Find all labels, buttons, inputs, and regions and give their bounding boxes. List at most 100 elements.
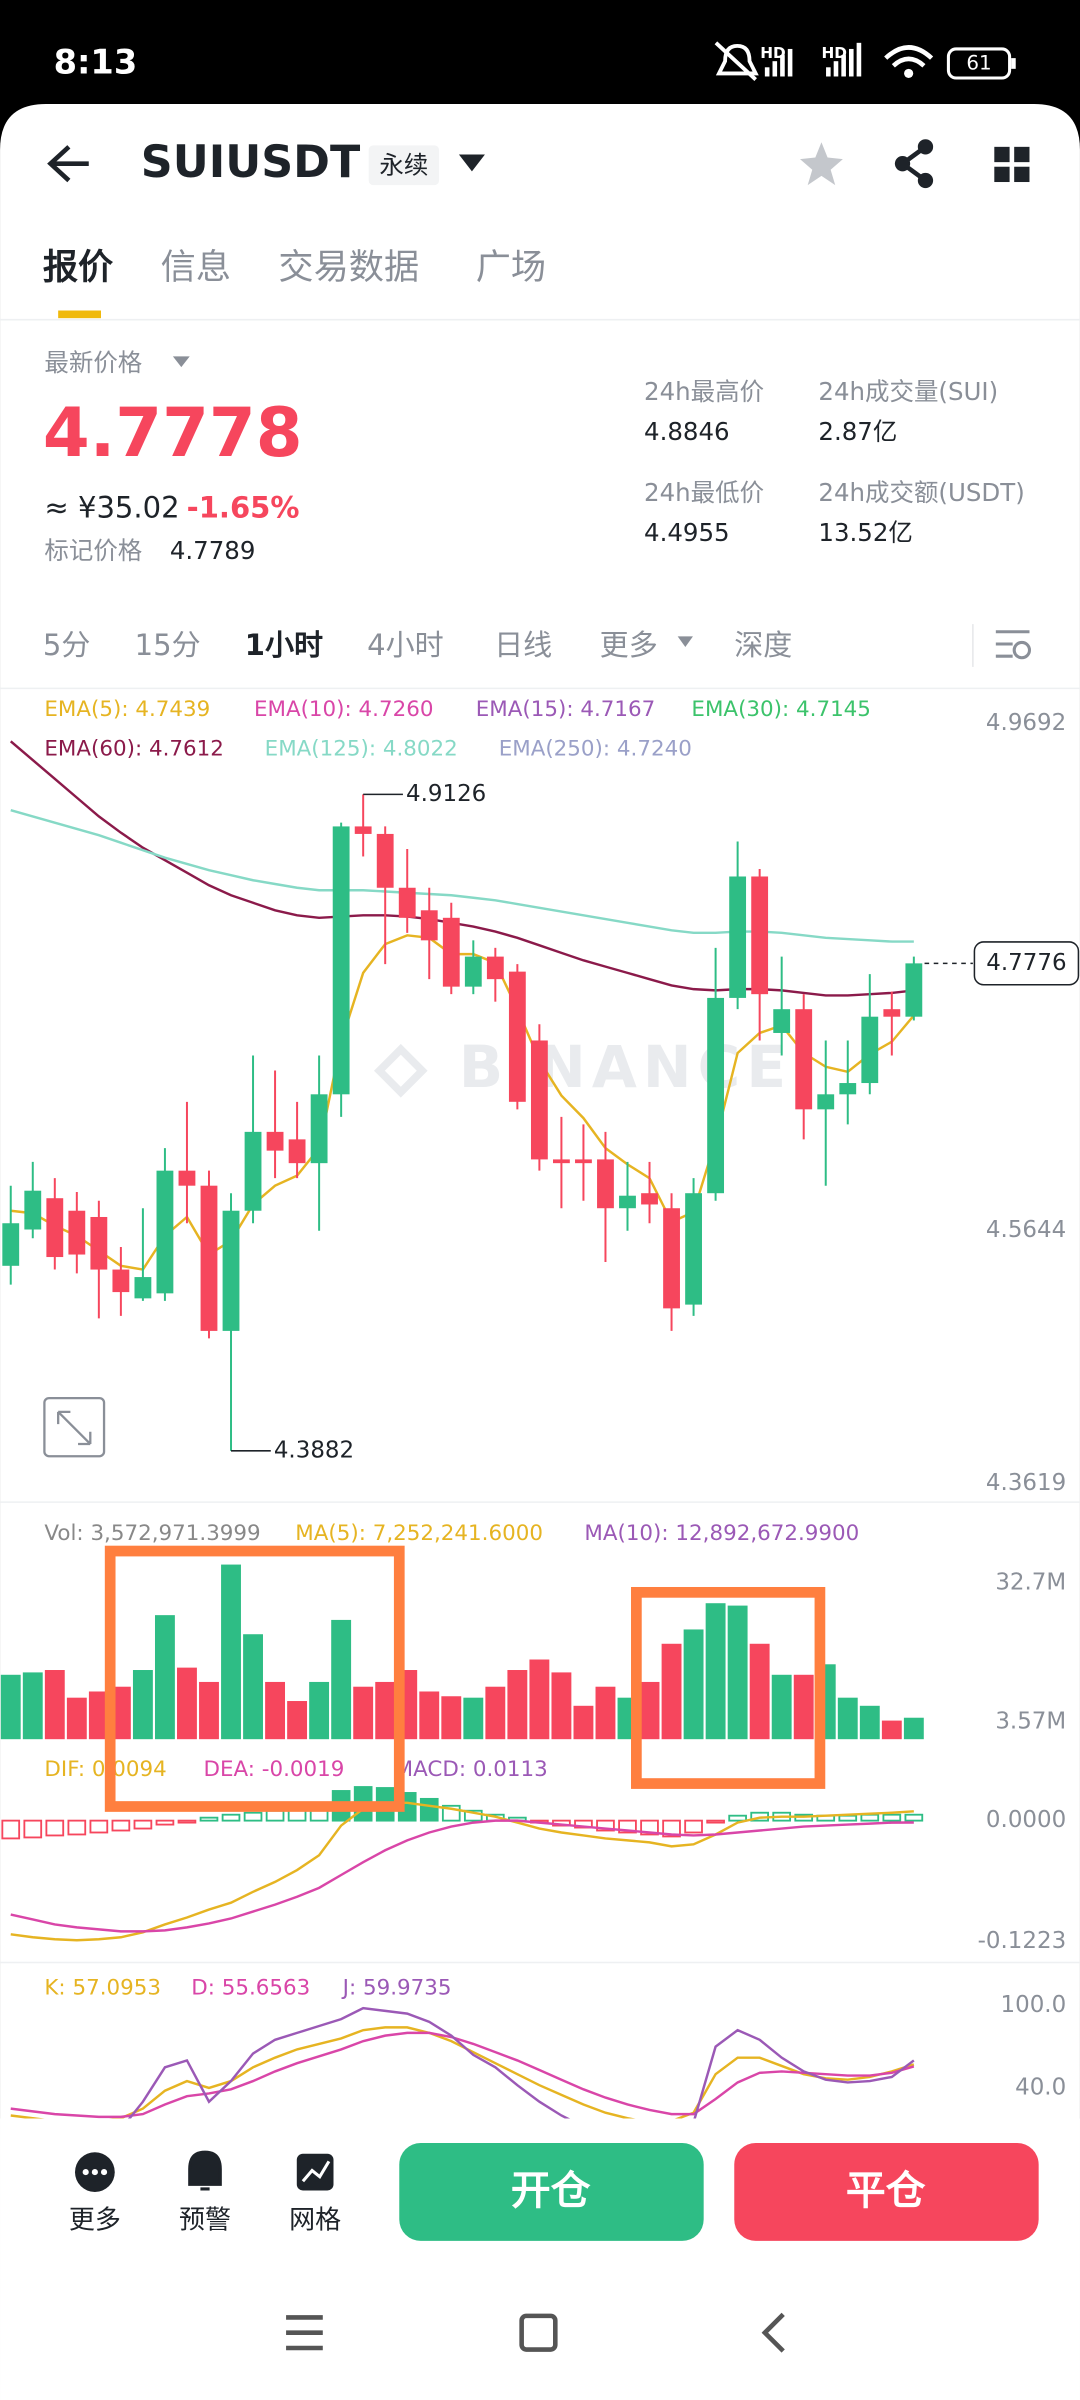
stat-label: 24h最高价: [644, 377, 764, 406]
y-tick-label: 32.7M: [995, 1570, 1066, 1596]
legend-item: MA(10): 12,892,672.9900: [584, 1521, 859, 1546]
y-tick-label: 100.0: [1001, 1992, 1067, 2018]
interval[interactable]: 日线: [494, 628, 552, 662]
panel: [10, 2006, 915, 2119]
volume-bar: [441, 1696, 462, 1740]
candle-body: [244, 1131, 262, 1211]
candle-body: [68, 1210, 86, 1255]
macd-bar: [596, 1819, 615, 1832]
high-label: 4.9126: [406, 781, 486, 807]
more-dropdown[interactable]: [677, 636, 693, 648]
macd-bar: [177, 1819, 197, 1824]
interval[interactable]: 4小时: [367, 628, 444, 662]
action-label[interactable]: 更多: [69, 2206, 121, 2236]
chart-settings[interactable]: [995, 630, 1032, 660]
candle-body: [729, 876, 747, 998]
volume-bar: [749, 1643, 770, 1740]
volume-bar: [529, 1659, 550, 1740]
share-button[interactable]: [894, 139, 934, 189]
symbol[interactable]: SUIUSDT: [141, 137, 361, 188]
candle-body: [288, 1139, 306, 1164]
macd-bar: [89, 1819, 109, 1834]
stat-label: 24h成交额(USDT): [818, 478, 1024, 507]
tab[interactable]: 广场: [476, 247, 546, 288]
interval[interactable]: 15分: [135, 628, 201, 662]
price-label: 最新价格: [44, 348, 142, 377]
last-price: 4.7778: [43, 394, 303, 472]
open-label[interactable]: 开仓: [511, 2168, 591, 2214]
tab-indicator: [58, 310, 101, 319]
candle-body: [817, 1094, 835, 1110]
favorite-star[interactable]: [800, 142, 843, 186]
volume-bar: [705, 1603, 726, 1740]
interval[interactable]: 1小时: [245, 628, 323, 662]
expand-button[interactable]: [43, 1396, 106, 1458]
legend-item: EMA(15): 4.7167: [476, 697, 656, 722]
back-button[interactable]: [47, 145, 89, 183]
macd-bar: [838, 1814, 858, 1822]
stat-label: 24h最低价: [644, 478, 764, 507]
close-button[interactable]: [734, 2143, 1039, 2241]
open-button[interactable]: [399, 2143, 704, 2241]
candle-body: [376, 833, 394, 888]
nav-bar: [286, 2312, 785, 2353]
macd-bar: [265, 1809, 285, 1822]
nav-back[interactable]: [761, 2312, 785, 2353]
status-icons: HD HD 61: [714, 41, 1016, 81]
tab[interactable]: 交易数据: [278, 247, 419, 288]
macd-bar: [45, 1819, 65, 1837]
volume-bar: [727, 1605, 748, 1740]
volume-bar: [375, 1681, 396, 1740]
candle-body: [200, 1185, 218, 1331]
interval[interactable]: 更多: [600, 628, 658, 662]
price-dropdown[interactable]: [172, 356, 190, 368]
alert-icon[interactable]: [188, 2150, 222, 2191]
candle-body: [310, 1094, 328, 1164]
candle-body: [575, 1159, 592, 1164]
stat-label: 24h成交量(SUI): [818, 377, 998, 406]
legend-item: EMA(5): 4.7439: [44, 697, 210, 722]
tab[interactable]: 信息: [161, 247, 231, 288]
indicator-line: [10, 1801, 914, 1942]
volume-bar: [44, 1670, 65, 1740]
interval[interactable]: 5分: [43, 628, 91, 662]
volume-bar: [419, 1691, 440, 1740]
volume-bar: [573, 1705, 594, 1740]
interval[interactable]: 深度: [734, 628, 792, 662]
candle-body: [597, 1159, 614, 1209]
action-label[interactable]: 预警: [179, 2206, 231, 2236]
more-icon[interactable]: [74, 2152, 115, 2192]
price-change: -1.65%: [187, 490, 300, 524]
grid-icon[interactable]: [296, 2153, 334, 2191]
candle-body: [354, 826, 372, 834]
last-price-label: 4.7776: [986, 950, 1066, 976]
y-tick-label: 4.9692: [986, 710, 1066, 736]
candle-body: [486, 956, 504, 980]
legend-item: EMA(10): 4.7260: [254, 697, 433, 722]
macd-bar: [618, 1819, 637, 1834]
macd-bar: [706, 1819, 725, 1824]
candle-body: [905, 963, 923, 1017]
y-tick-label: 4.3619: [986, 1470, 1066, 1496]
candle-body: [773, 1009, 791, 1033]
legend-item: EMA(250): 4.7240: [499, 737, 692, 762]
volume-bar: [22, 1672, 43, 1740]
candle-body: [553, 1159, 570, 1164]
action-label[interactable]: 网格: [289, 2206, 341, 2236]
legend-item: D: 55.6563: [191, 1976, 310, 2001]
menu-button[interactable]: [994, 146, 1030, 183]
indicator-line: [127, 2006, 915, 2119]
volume-bar: [683, 1629, 704, 1740]
symbol-dropdown[interactable]: [458, 154, 485, 172]
volume-bar: [88, 1691, 109, 1740]
candle-body: [46, 1198, 64, 1258]
macd-bar: [662, 1819, 681, 1838]
candle-body: [90, 1216, 108, 1270]
macd-bar: [1, 1819, 21, 1840]
tab[interactable]: 报价: [43, 247, 114, 288]
close-label[interactable]: 平仓: [846, 2168, 926, 2214]
nav-home[interactable]: [519, 2313, 558, 2352]
volume-bar: [837, 1697, 858, 1740]
network-label: HD: [821, 44, 846, 62]
nav-menu[interactable]: [286, 2315, 323, 2351]
